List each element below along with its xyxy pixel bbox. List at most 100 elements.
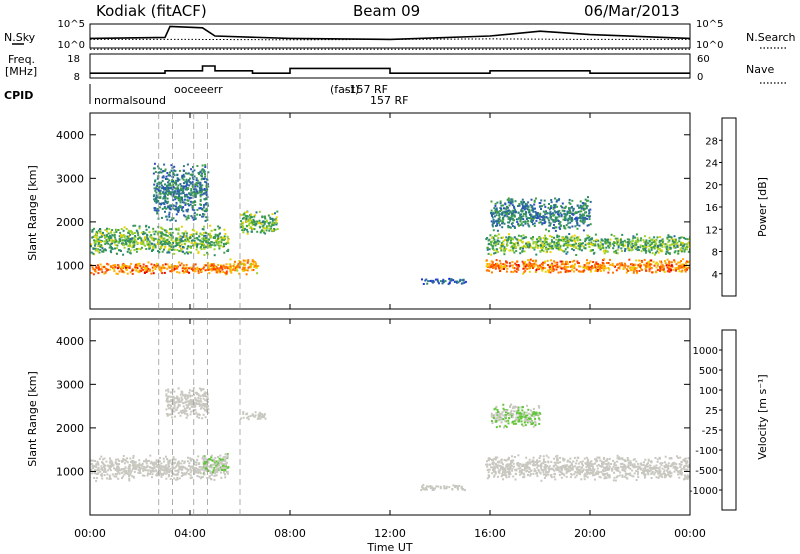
power-echo-cell bbox=[686, 238, 689, 241]
power-echo-cell bbox=[153, 162, 156, 165]
power-echo-cell bbox=[594, 266, 597, 269]
power-echo-cell bbox=[488, 248, 491, 251]
power-echo-cell bbox=[164, 233, 167, 236]
power-echo-cell bbox=[647, 242, 650, 245]
power-echo-cell bbox=[155, 265, 158, 268]
power-echo-cell bbox=[584, 218, 586, 221]
velocity-echo-cell bbox=[226, 453, 229, 456]
power-echo-cell bbox=[258, 210, 261, 213]
power-echo-cell bbox=[516, 241, 519, 244]
velocity-echo-cell bbox=[540, 479, 543, 482]
power-echo-cell bbox=[253, 261, 256, 264]
power-echo-cell bbox=[182, 190, 185, 193]
power-echo-cell bbox=[632, 271, 635, 274]
velocity-echo-cell bbox=[191, 390, 194, 392]
power-echo-cell bbox=[148, 226, 150, 229]
power-echo-cell bbox=[168, 247, 171, 250]
power-echo-cell bbox=[623, 244, 626, 247]
velocity-echo-cell bbox=[122, 457, 125, 460]
velocity-echo-cell bbox=[177, 398, 180, 401]
power-echo-cell bbox=[556, 236, 559, 238]
velocity-echo-cell bbox=[422, 488, 425, 491]
power-echo-cell bbox=[96, 238, 99, 241]
power-echo-cell bbox=[131, 237, 134, 240]
power-echo-cell bbox=[547, 271, 550, 274]
velocity-echo-cell bbox=[121, 460, 124, 463]
velocity-echo-cell bbox=[178, 462, 181, 465]
velocity-echo-cell bbox=[197, 471, 200, 474]
power-echo-cell bbox=[136, 263, 139, 266]
velocity-echo-cell bbox=[101, 467, 104, 469]
power-echo-cell bbox=[555, 266, 558, 269]
velocity-echo-cell bbox=[166, 399, 169, 401]
power-echo-cell bbox=[495, 249, 498, 252]
power-echo-cell bbox=[99, 263, 102, 266]
power-echo-cell bbox=[177, 210, 180, 212]
velocity-echo-cell bbox=[113, 475, 116, 478]
power-echo-cell bbox=[187, 187, 190, 190]
power-echo-cell bbox=[131, 246, 134, 249]
power-echo-cell bbox=[529, 246, 532, 249]
power-echo-cell bbox=[622, 244, 625, 247]
power-echo-cell bbox=[553, 227, 556, 230]
velocity-echo-cell bbox=[222, 467, 224, 470]
power-echo-cell bbox=[670, 261, 673, 264]
power-echo-cell bbox=[608, 246, 611, 249]
velocity-echo-cell bbox=[95, 479, 98, 482]
power-echo-cell bbox=[249, 222, 252, 225]
power-echo-cell bbox=[191, 174, 194, 177]
power-echo-cell bbox=[246, 269, 249, 272]
velocity-echo-cell bbox=[185, 398, 188, 401]
velocity-echo-cell bbox=[108, 464, 111, 467]
velocity-echo-cell bbox=[562, 459, 565, 462]
power-echo-cell bbox=[173, 265, 176, 267]
power-echo-cell bbox=[129, 240, 132, 243]
power-echo-cell bbox=[203, 234, 206, 237]
power-echo-cell bbox=[152, 272, 155, 275]
power-echo-cell bbox=[243, 267, 246, 270]
velocity-echo-cell bbox=[424, 488, 427, 491]
power-echo-cell bbox=[509, 202, 512, 205]
power-echo-cell bbox=[267, 222, 270, 225]
power-echo-cell bbox=[105, 239, 108, 241]
power-echo-cell bbox=[673, 241, 676, 244]
power-echo-cell bbox=[535, 197, 537, 200]
power-echo-cell bbox=[249, 266, 252, 269]
power-echo-cell bbox=[543, 219, 546, 222]
power-echo-cell bbox=[262, 230, 265, 233]
power-echo-cell bbox=[558, 209, 561, 212]
velocity-echo-cell bbox=[421, 486, 424, 489]
velocity-echo-cell bbox=[635, 460, 638, 463]
velocity-echo-cell bbox=[637, 476, 640, 479]
velocity-echo-cell bbox=[187, 403, 190, 406]
power-echo-cell bbox=[590, 237, 593, 240]
power-echo-cell bbox=[499, 265, 502, 268]
power-echo-cell bbox=[564, 227, 567, 230]
power-echo-cell bbox=[491, 223, 494, 226]
power-echo-cell bbox=[567, 265, 570, 268]
power-echo-cell bbox=[152, 246, 155, 249]
power-echo-cell bbox=[540, 247, 543, 249]
power-echo-cell bbox=[568, 201, 571, 204]
power-echo-cell bbox=[109, 250, 112, 252]
velocity-echo-cell bbox=[102, 458, 105, 461]
velocity-echo-cell bbox=[507, 458, 510, 461]
velocity-echo-cell bbox=[149, 454, 152, 457]
power-echo-cell bbox=[263, 222, 266, 225]
power-echo-cell bbox=[685, 260, 688, 263]
velocity-echo-cell bbox=[166, 413, 169, 415]
velocity-echo-cell bbox=[222, 456, 225, 459]
power-echo-cell bbox=[128, 251, 131, 254]
power-echo-cell bbox=[104, 229, 107, 231]
velocity-echo-cell bbox=[128, 477, 131, 480]
velocity-echo-cell bbox=[115, 463, 118, 466]
power-echo-cell bbox=[634, 240, 637, 243]
velocity-echo-cell bbox=[214, 471, 217, 474]
velocity-echo-cell bbox=[189, 474, 192, 477]
power-echo-cell bbox=[673, 259, 676, 262]
power-echo-cell bbox=[173, 269, 176, 272]
power-echo-cell bbox=[182, 271, 185, 274]
power-echo-cell bbox=[222, 271, 225, 273]
power-echo-cell bbox=[144, 267, 147, 269]
velocity-echo-cell bbox=[223, 458, 226, 461]
